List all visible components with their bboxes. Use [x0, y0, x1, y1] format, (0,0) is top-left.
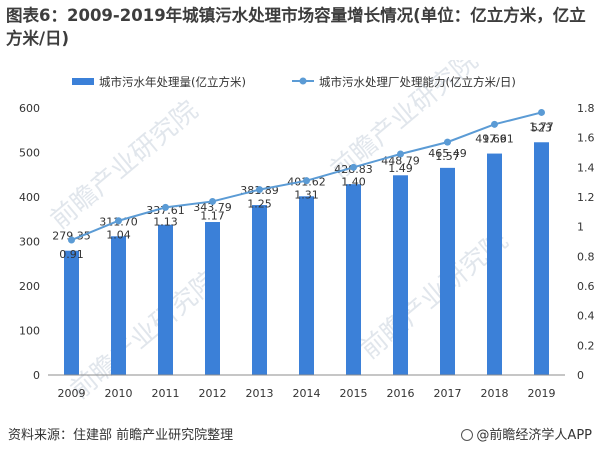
right-tick-label: 1.8 [577, 102, 595, 115]
line-value-label: 1.77 [529, 120, 554, 133]
x-tick-label: 2011 [152, 387, 180, 400]
left-tick-label: 300 [19, 236, 40, 249]
bar-2012 [205, 222, 220, 375]
brand-credit: @前瞻经济学人APP [461, 424, 592, 443]
left-tick-label: 600 [19, 102, 40, 115]
x-tick-label: 2016 [387, 387, 415, 400]
capacity-point-2019 [538, 108, 545, 116]
bar-2015 [346, 184, 361, 375]
left-tick-label: 100 [19, 325, 40, 338]
right-tick-label: 0.4 [577, 310, 595, 323]
source-note: 资料来源：住建部 前瞻产业研究院整理 [8, 428, 234, 443]
line-value-label: 0.91 [59, 248, 84, 261]
bar-2017 [440, 167, 455, 375]
bar-series [64, 142, 549, 375]
capacity-point-2015 [350, 163, 357, 171]
line-value-label: 1.04 [106, 229, 131, 242]
x-tick-label: 2012 [199, 387, 227, 400]
left-tick-label: 200 [19, 280, 40, 293]
right-axis: 0 0.2 0.4 0.6 0.8 1 1.2 1.4 1.6 1.8 [577, 102, 595, 382]
x-axis: 2009 2010 2011 2012 2013 2014 2015 2016 2017 2018… [48, 374, 565, 400]
line-value-label: 1.57 [435, 150, 460, 163]
bar-2009 [64, 250, 79, 375]
bar-value-label: 465.49 [428, 147, 467, 160]
chart: 前瞻产业研究院 前瞻产业研究院 前瞻产业研究院 前瞻产业研究院 城市污水年处理量… [19, 60, 595, 405]
right-tick-label: 1.6 [577, 132, 595, 145]
x-tick-label: 2009 [58, 387, 86, 400]
x-tick-label: 2013 [246, 387, 274, 400]
left-tick-label: 0 [33, 369, 40, 382]
bar-2011 [158, 224, 173, 375]
bar-2014 [299, 196, 314, 375]
right-tick-label: 1 [577, 221, 584, 234]
x-tick-label: 2014 [293, 387, 321, 400]
brand-logo-icon [461, 429, 474, 441]
bar-2013 [252, 205, 267, 375]
capacity-point-2016 [397, 150, 404, 158]
x-tick-label: 2010 [105, 387, 133, 400]
line-value-label: 1.13 [153, 215, 178, 228]
capacity-point-2018 [491, 120, 498, 128]
x-tick-label: 2018 [481, 387, 509, 400]
bar-value-label: 523 [531, 121, 552, 134]
bar-value-label: 279.35 [52, 230, 91, 243]
right-tick-label: 0 [577, 369, 584, 382]
right-tick-label: 0.8 [577, 250, 595, 263]
bar-2018 [487, 153, 502, 375]
legend-bar-swatch [72, 78, 94, 85]
capacity-point-2017 [444, 138, 451, 146]
capacity-point-2009 [68, 236, 75, 244]
line-labels: 0.91 1.04 1.13 1.17 1.25 1.31 1.40 1.49 1.57 1.69… [59, 120, 554, 261]
right-tick-label: 1.2 [577, 191, 595, 204]
capacity-point-2013 [256, 186, 263, 194]
capacity-point-2014 [303, 177, 310, 185]
legend-line-label: 城市污水处理厂处理能力(亿立方米/日) [319, 75, 516, 89]
capacity-point-2011 [162, 203, 169, 211]
bar-2016 [393, 175, 408, 375]
chart-title: 图表6：2009-2019年城镇污水处理市场容量增长情况(单位：亿立方米，亿立方… [6, 6, 586, 48]
x-tick-label: 2017 [434, 387, 462, 400]
watermark-text: 前瞻产业研究院 [65, 265, 224, 405]
legend: 城市污水年处理量(亿立方米) 城市污水处理厂处理能力(亿立方米/日) [72, 75, 516, 89]
bar-value-label: 497.61 [475, 133, 514, 146]
line-value-label: 1.69 [482, 132, 507, 145]
right-tick-label: 1.4 [577, 161, 595, 174]
brand-text: @前瞻经济学人APP [476, 428, 592, 443]
bar-2019 [534, 142, 549, 375]
capacity-point-2010 [115, 217, 122, 225]
x-tick-label: 2019 [528, 387, 556, 400]
line-series [68, 108, 545, 244]
bar-value-label: 343.79 [193, 201, 232, 214]
bar-2010 [111, 236, 126, 375]
legend-bar-label: 城市污水年处理量(亿立方米) [99, 75, 246, 89]
x-tick-label: 2015 [340, 387, 368, 400]
line-value-label: 1.49 [388, 162, 413, 175]
legend-line-marker [299, 77, 307, 85]
line-value-label: 1.25 [247, 198, 272, 211]
line-value-label: 1.40 [341, 175, 366, 188]
left-tick-label: 400 [19, 191, 40, 204]
left-axis: 0 100 200 300 400 500 600 [19, 102, 40, 382]
right-tick-label: 0.6 [577, 280, 595, 293]
line-value-label: 1.17 [200, 209, 225, 222]
right-tick-label: 0.2 [577, 339, 595, 352]
line-value-label: 1.31 [294, 189, 319, 202]
left-tick-label: 500 [19, 147, 40, 160]
capacity-point-2012 [209, 197, 216, 205]
